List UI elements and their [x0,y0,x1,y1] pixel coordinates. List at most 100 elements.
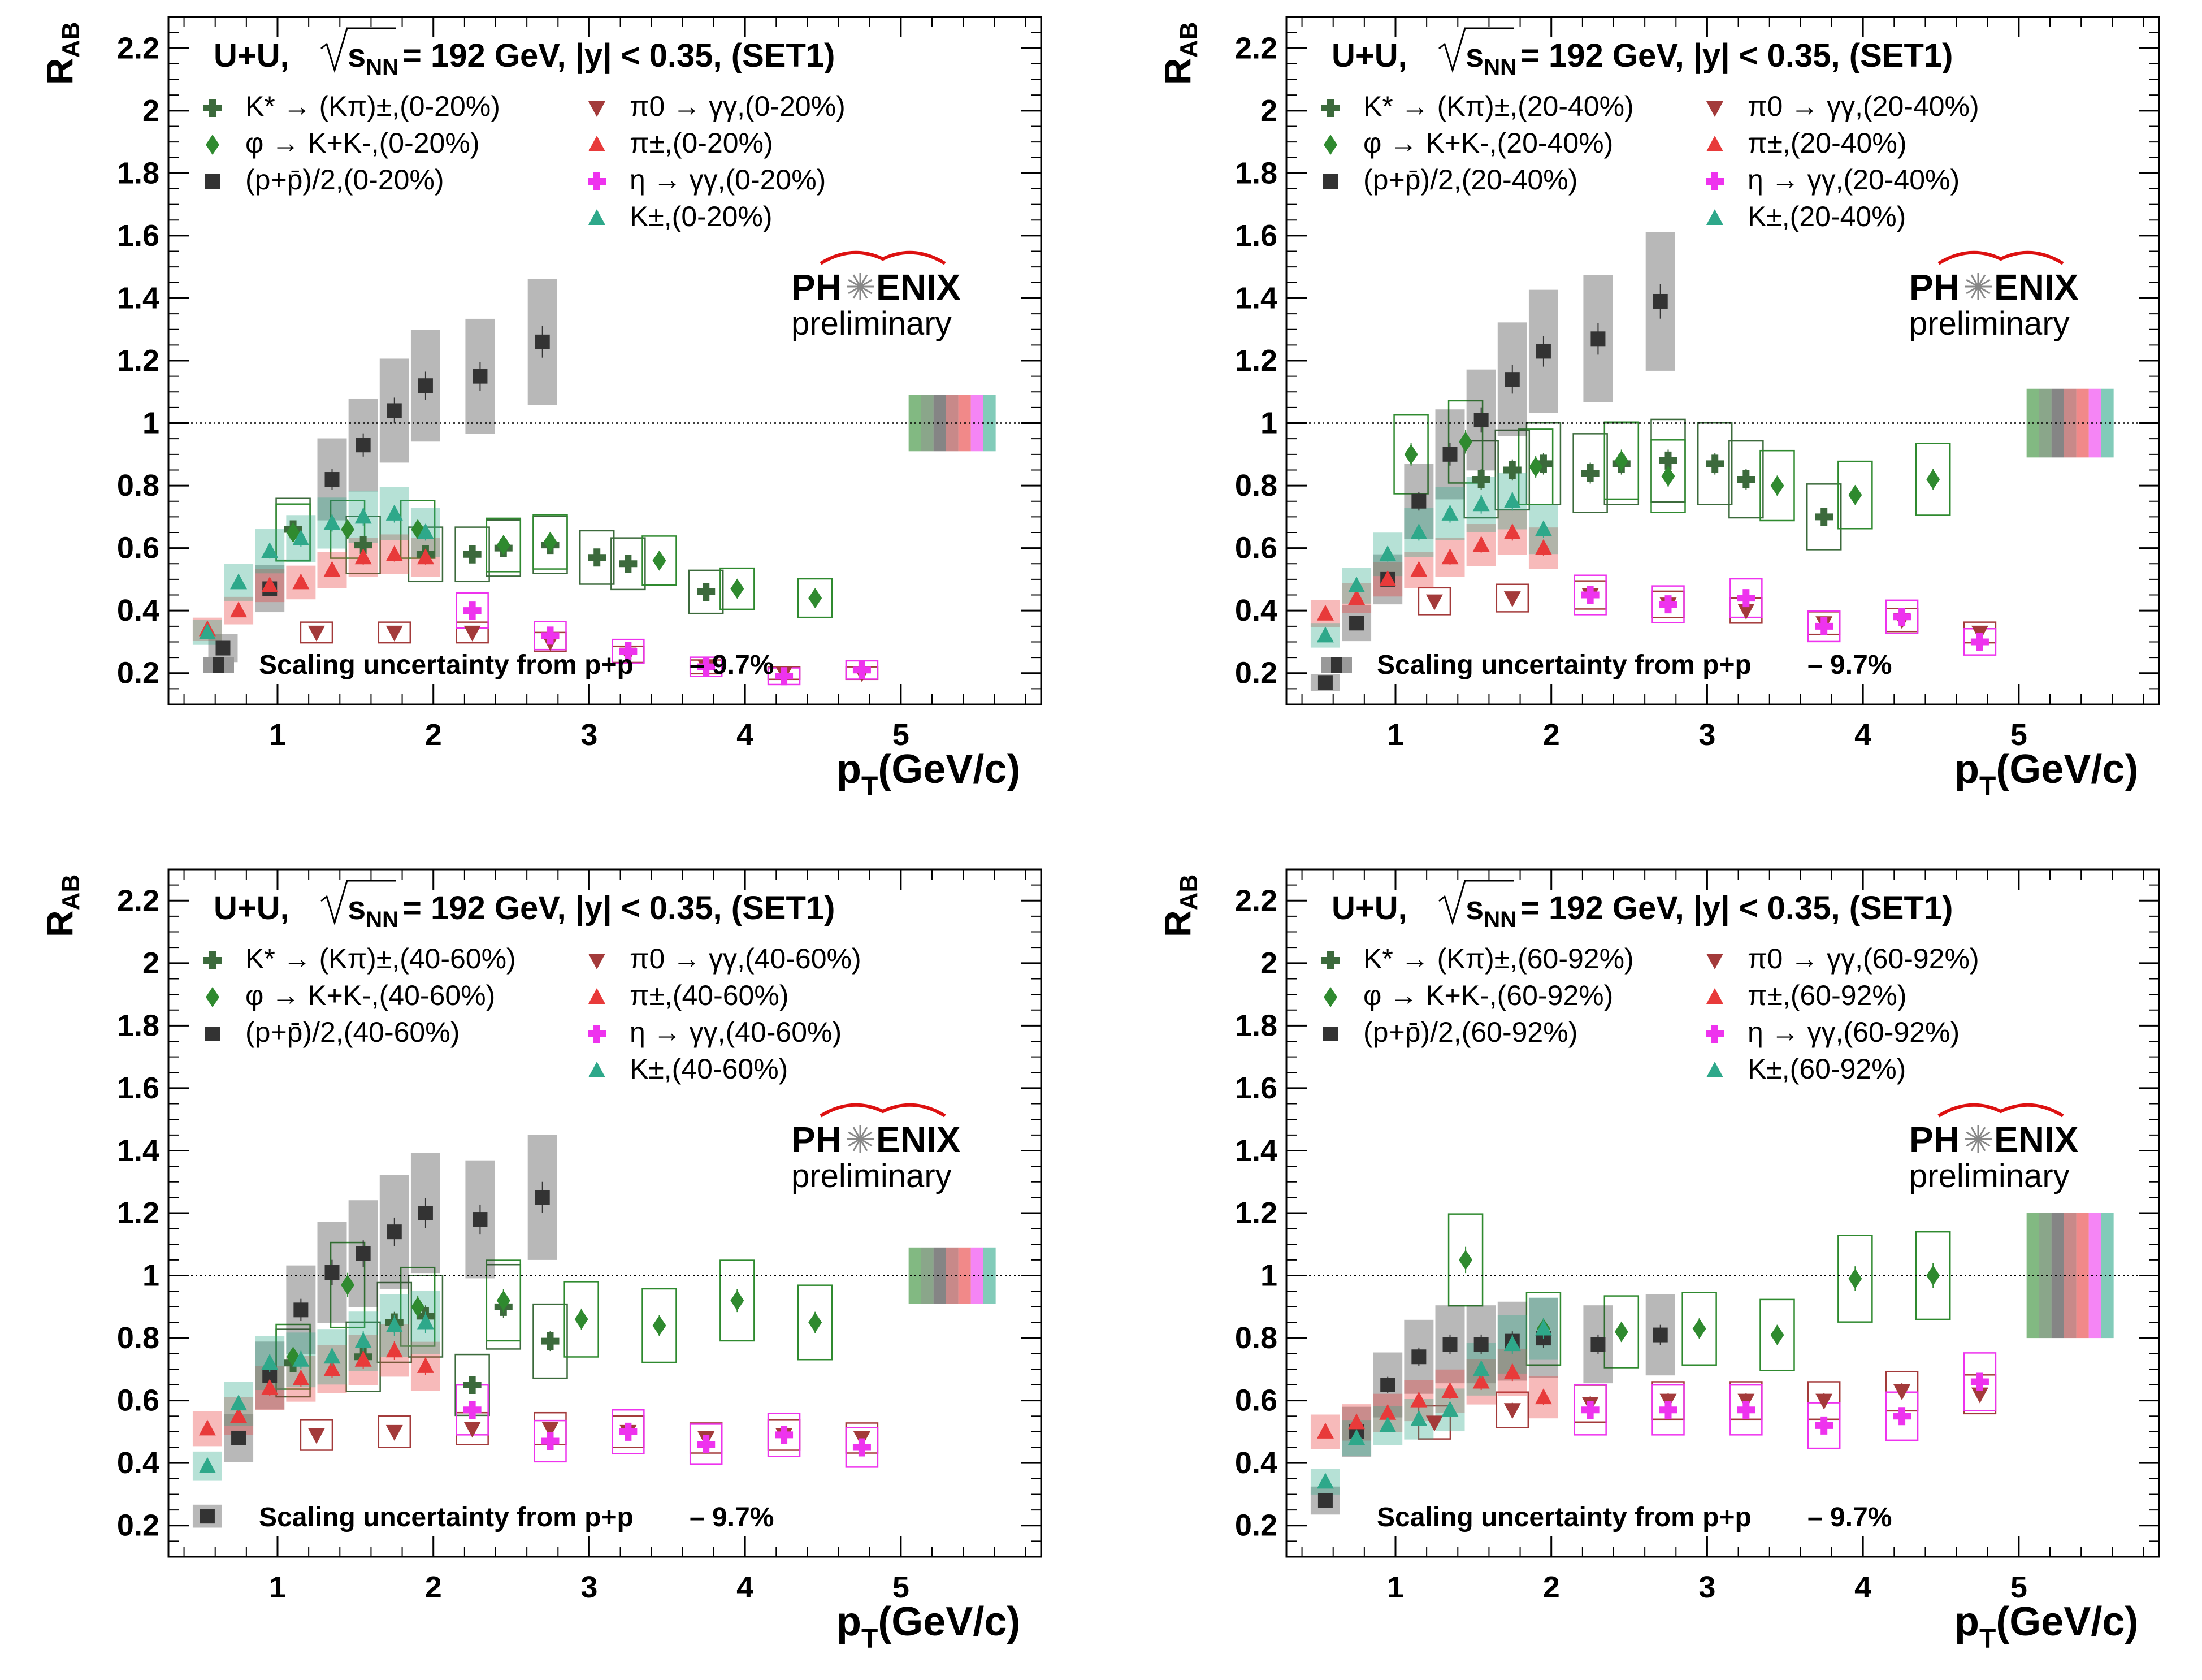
x-axis-title-sub: T [1979,772,1996,802]
pipm-point [1472,1372,1490,1389]
kpm-legend-marker [588,1062,605,1077]
panel-title: U+U, [214,37,289,74]
proton-point [356,1246,371,1261]
eta-sys-box [767,1413,801,1457]
phi-point [652,1315,666,1336]
y-tick-label: 2 [1260,94,1277,128]
kstar-sys-box [688,569,724,614]
normalization-box [970,1247,983,1304]
proton-point [1590,1337,1606,1352]
x-tick-label: 1 [269,1570,286,1604]
legend-label: (p+p̄)/2,(0-20%) [245,164,444,196]
x-axis-title-main: p [836,747,861,792]
normalization-box [2039,1213,2052,1339]
legend-label: K* → (Kπ)±,(20-40%) [1363,90,1634,122]
y-tick-label: 1.8 [1235,1008,1277,1042]
legend-label: π±,(20-40%) [1748,127,1906,159]
pipm-legend-marker [588,988,605,1004]
legend-label: π±,(40-60%) [630,980,788,1011]
phi-point [341,1275,355,1296]
proton-point [293,1302,309,1318]
scaling-marker [213,657,224,673]
y-tick-label: 0.4 [117,594,159,627]
proton-point [1442,1337,1458,1352]
pipm-point [385,545,403,561]
kpm-point [1441,1401,1459,1417]
phi-point [652,550,666,571]
proton-point [1349,616,1364,631]
eta-point [1659,1401,1677,1419]
x-tick-label: 2 [425,1570,442,1604]
legend-label: K* → (Kπ)±,(40-60%) [245,943,516,975]
legend-entry-proton: (p+p̄)/2,(40-60%) [205,1016,460,1048]
pipm-point [1316,604,1334,621]
sqrt-sign [320,880,396,926]
y-tick-label: 2.2 [1235,31,1277,65]
x-axis-title: pT(GeV/c) [836,1599,1020,1654]
pi0-point [1503,591,1521,608]
phenix-star-ray [1966,279,1979,288]
legend-entry-pi0: π0 → γγ,(20-40%) [1706,90,1979,122]
legend-label: π0 → γγ,(0-20%) [630,90,846,122]
eta-sys-box [1574,1384,1607,1436]
eta-sys-box [1652,585,1685,623]
eta-point [1659,595,1677,614]
kstar-sys-box [1806,483,1842,551]
kpm-point [261,1354,279,1370]
pipm-point [230,1407,248,1423]
phenix-star-ray [860,1138,873,1147]
proton-point [535,334,550,349]
phi-sys-box [1837,460,1873,530]
phenix-star-ray [852,286,861,299]
legend-entry-kpm: K±,(40-60%) [588,1053,788,1085]
proton-point [387,1224,402,1240]
phenix-star-ray [1977,286,1986,299]
kstar-point [463,1376,482,1394]
panel-title-s: s [348,37,366,74]
legend: K* → (Kπ)±,(40-60%) φ → K+K-,(40-60%) (p+p… [203,943,861,1085]
phi-point [808,588,822,609]
kpm-point [230,1395,248,1411]
eta-point [1815,1416,1833,1435]
scaling-value: – 9.7% [690,650,774,680]
phi-point [1459,1249,1473,1270]
panel-title-prefix: U+U, [1332,890,1407,926]
kstar-legend-marker [1321,951,1340,969]
pi0-sys-box [1418,587,1451,616]
legend-entry-pi0: π0 → γγ,(40-60%) [588,943,861,975]
eta-point [463,601,482,620]
phenix-star-ray [859,286,868,299]
phenix-star-ray [859,274,868,287]
proton-point [418,1206,433,1220]
y-tick-label: 1.6 [117,219,159,253]
phi-sys-box [275,503,311,562]
normalization-box [2088,1213,2101,1339]
x-tick-label: 3 [1698,718,1715,752]
legend-label: π0 → γγ,(60-92%) [1748,943,1979,975]
x-tick-label: 5 [892,1570,909,1604]
legend-label: (p+p̄)/2,(20-40%) [1363,164,1577,196]
kpm-legend-marker [1706,1062,1723,1077]
scaling-marker [1331,657,1342,673]
legend-entry-kpm: K±,(0-20%) [588,201,773,232]
phenix-arc [820,1103,946,1118]
phenix-star-ray [1978,279,1991,288]
y-axis-title-main: R [1156,910,1198,937]
panel-title-prefix: U+U, [214,890,289,926]
x-axis-title-unit: (GeV/c) [1996,1599,2138,1644]
kstar-point [541,1332,560,1350]
normalization-box [2101,1213,2114,1339]
legend-entry-pipm: π±,(20-40%) [1706,127,1906,159]
y-tick-label: 0.4 [1235,594,1277,627]
pi0-legend-marker [588,101,605,117]
legend-entry-eta: η → γγ,(40-60%) [588,1016,842,1048]
legend-entry-phi: φ → K+K-,(40-60%) [206,980,495,1011]
scaling-text: Scaling uncertainty from p+p [259,1503,634,1532]
pipm-point [354,548,372,565]
normalization-box [2051,1213,2064,1339]
eta-point [619,642,638,661]
eta-point [1815,617,1833,635]
pipm-point [417,548,434,565]
y-axis-title-sub: AB [57,874,85,911]
